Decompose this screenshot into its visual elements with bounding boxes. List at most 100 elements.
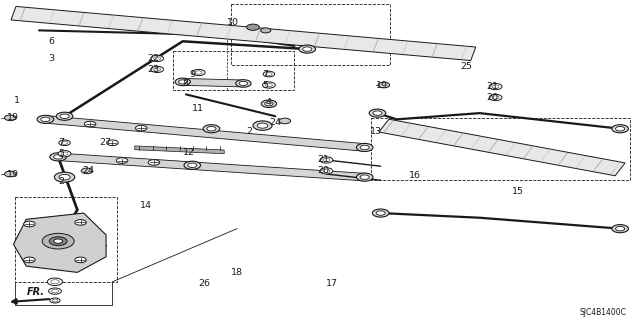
Circle shape [616,226,625,231]
Circle shape [24,221,35,227]
Circle shape [253,121,272,130]
Polygon shape [44,116,366,151]
Circle shape [260,28,271,33]
Text: 16: 16 [410,171,421,180]
Circle shape [59,140,70,145]
Circle shape [154,68,161,71]
Text: 2: 2 [246,127,253,136]
Circle shape [50,298,60,303]
Text: 25: 25 [461,62,472,71]
Text: 6: 6 [49,37,54,46]
Bar [15,197,117,282]
Circle shape [369,109,386,117]
Text: 7: 7 [58,138,64,147]
Circle shape [262,82,275,88]
Circle shape [356,173,373,181]
Circle shape [75,219,86,225]
Circle shape [51,289,58,293]
Circle shape [61,152,68,155]
Circle shape [24,257,35,263]
Text: 10: 10 [227,18,239,27]
Circle shape [84,121,96,127]
Text: 19: 19 [7,113,19,122]
Circle shape [207,127,216,131]
Circle shape [4,171,16,177]
Text: 1: 1 [13,96,19,105]
Text: 8: 8 [182,79,189,88]
Text: 26: 26 [198,279,211,288]
Text: 2: 2 [58,177,64,186]
Circle shape [263,71,275,77]
Circle shape [151,55,164,62]
Circle shape [372,209,389,217]
Text: 3: 3 [49,54,54,63]
Circle shape [612,125,628,133]
Circle shape [42,234,74,249]
Text: 18: 18 [230,268,243,277]
Circle shape [323,169,330,173]
Text: 27: 27 [100,138,111,147]
Circle shape [56,112,73,120]
Circle shape [179,80,187,84]
Circle shape [75,257,86,263]
Text: 22: 22 [148,54,159,63]
Circle shape [266,83,273,87]
Polygon shape [11,6,476,61]
Text: 12: 12 [182,148,195,157]
Circle shape [373,111,382,115]
Text: 21: 21 [486,82,498,91]
Circle shape [41,117,50,122]
Circle shape [303,47,312,51]
Circle shape [266,72,272,76]
Circle shape [376,211,385,215]
Circle shape [184,161,200,169]
Bar [371,118,630,180]
Polygon shape [13,213,106,272]
Polygon shape [182,78,244,87]
Circle shape [616,127,625,131]
Circle shape [261,100,276,108]
Circle shape [492,96,499,99]
Text: 20: 20 [486,93,498,102]
Circle shape [107,140,118,145]
Circle shape [195,71,202,74]
Circle shape [203,125,220,133]
Text: 17: 17 [326,279,339,288]
Circle shape [323,158,330,162]
Circle shape [489,84,502,90]
Circle shape [50,153,67,161]
Circle shape [49,288,61,294]
Polygon shape [57,153,365,181]
Circle shape [257,123,268,128]
Text: 4: 4 [266,98,272,107]
Circle shape [492,85,499,88]
Circle shape [175,78,190,85]
Circle shape [47,278,63,286]
Circle shape [320,157,333,163]
Text: FR.: FR. [27,287,45,297]
Circle shape [279,118,291,124]
Text: 7: 7 [262,70,269,78]
Text: 20: 20 [317,167,329,175]
Circle shape [265,102,273,106]
Text: 13: 13 [370,127,382,136]
Circle shape [612,225,628,233]
Circle shape [378,82,390,88]
Circle shape [360,145,369,150]
Text: SJC4B1400C: SJC4B1400C [580,308,627,317]
Polygon shape [135,146,224,154]
Text: 24: 24 [269,118,281,127]
Circle shape [58,151,71,157]
Circle shape [236,80,251,87]
Circle shape [54,172,75,182]
Circle shape [299,45,316,53]
Circle shape [356,144,373,152]
Text: 5: 5 [262,80,269,90]
Circle shape [54,239,63,243]
Text: 14: 14 [140,201,152,210]
Circle shape [192,70,205,76]
Text: 21: 21 [317,155,329,165]
Polygon shape [379,119,625,176]
Circle shape [52,299,58,302]
Circle shape [54,155,63,159]
